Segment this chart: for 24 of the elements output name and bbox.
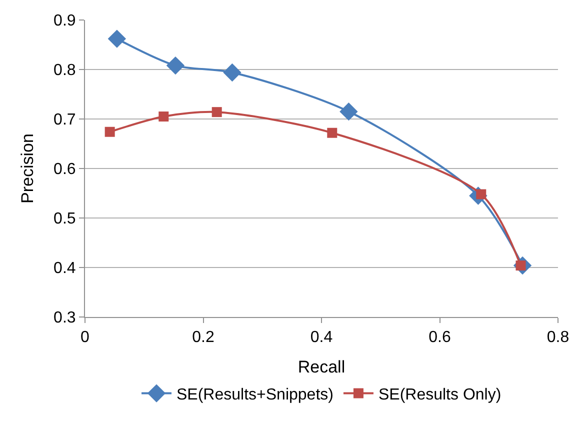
x-tick-label: 0.8 [546, 329, 570, 346]
y-tick-label: 0.8 [54, 62, 76, 80]
y-tick-label: 0.9 [54, 12, 76, 30]
x-axis-title: Recall [298, 358, 346, 377]
y-tick-label: 0.4 [54, 260, 76, 278]
y-tick-label: 0.3 [54, 310, 76, 327]
legend-label: SE(Results Only) [378, 386, 502, 404]
point [212, 107, 222, 118]
legend-label: SE(Results+Snippets) [176, 386, 334, 404]
y-tick-label: 0.6 [54, 161, 76, 178]
x-tick-label: 0 [80, 329, 90, 346]
x-tick-label: 0.2 [192, 329, 214, 346]
point [104, 126, 115, 137]
x-tick-label: 0.4 [310, 329, 333, 346]
point [166, 56, 185, 75]
point [223, 63, 242, 82]
y-tick-label: 0.7 [54, 112, 76, 129]
y-tick-label: 0.5 [54, 210, 76, 228]
x-tick-label: 0.6 [428, 329, 451, 346]
point [158, 112, 169, 122]
point [340, 102, 358, 121]
point [327, 128, 338, 138]
point [108, 30, 126, 48]
y-axis-title: Precision [18, 134, 38, 204]
